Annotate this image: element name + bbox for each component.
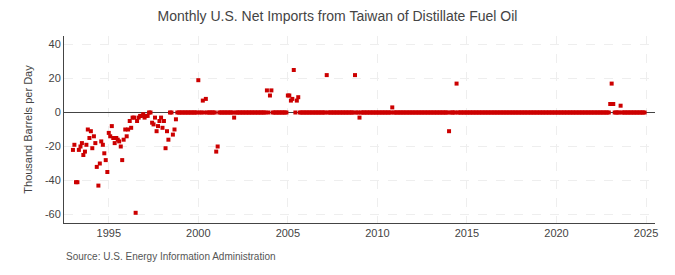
svg-text:2020: 2020 — [544, 227, 568, 239]
svg-text:2000: 2000 — [186, 227, 210, 239]
svg-text:2005: 2005 — [276, 227, 300, 239]
svg-text:Thousand Barrels per Day: Thousand Barrels per Day — [22, 65, 34, 194]
svg-text:2010: 2010 — [365, 227, 389, 239]
svg-text:20: 20 — [49, 72, 61, 84]
svg-text:0: 0 — [55, 106, 61, 118]
svg-text:40: 40 — [49, 38, 61, 50]
svg-text:Source: U.S. Energy Informatio: Source: U.S. Energy Information Administ… — [66, 251, 276, 262]
svg-text:1995: 1995 — [97, 227, 121, 239]
svg-text:-20: -20 — [45, 140, 61, 152]
svg-text:Monthly U.S. Net Imports from: Monthly U.S. Net Imports from Taiwan of … — [158, 8, 518, 24]
svg-text:-60: -60 — [45, 208, 61, 220]
svg-text:2015: 2015 — [455, 227, 479, 239]
svg-text:2025: 2025 — [634, 227, 658, 239]
svg-text:-40: -40 — [45, 174, 61, 186]
